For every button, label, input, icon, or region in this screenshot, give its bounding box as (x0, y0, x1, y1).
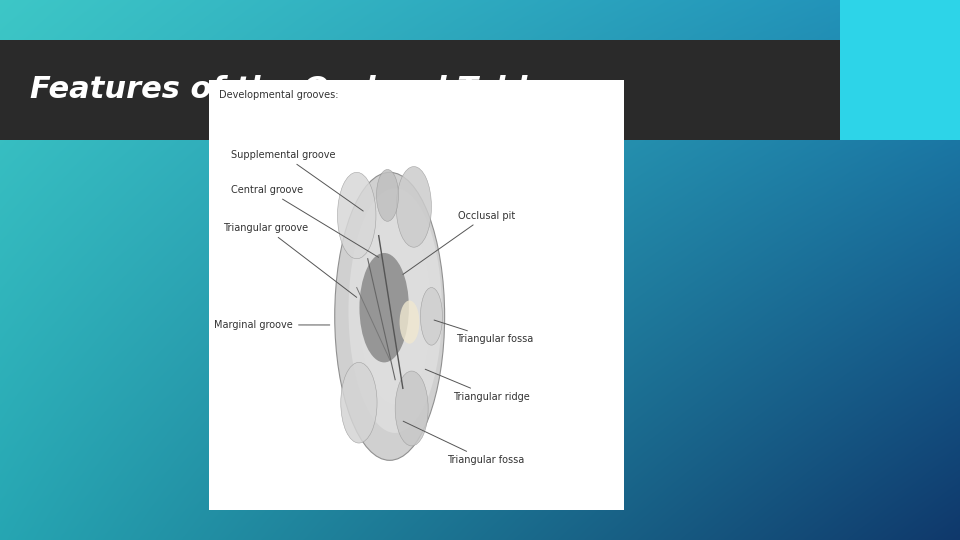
Text: Central groove: Central groove (231, 185, 378, 257)
Ellipse shape (341, 362, 377, 443)
Text: Triangular ridge: Triangular ridge (425, 369, 530, 402)
Text: Triangular fossa: Triangular fossa (403, 421, 524, 465)
Ellipse shape (335, 172, 444, 460)
Text: Triangular fossa: Triangular fossa (434, 320, 533, 345)
Bar (840, 0, 960, 140)
Ellipse shape (420, 287, 443, 345)
Text: Marginal groove: Marginal groove (214, 320, 329, 330)
Ellipse shape (399, 300, 420, 343)
Ellipse shape (348, 188, 442, 433)
Text: Features of the Occlusal Table: Features of the Occlusal Table (30, 76, 548, 104)
Ellipse shape (359, 217, 431, 404)
Text: Developmental grooves:: Developmental grooves: (219, 90, 339, 100)
Bar (0, 40, 840, 140)
Ellipse shape (338, 172, 376, 259)
Ellipse shape (396, 166, 431, 247)
Ellipse shape (376, 170, 398, 221)
Ellipse shape (396, 371, 428, 446)
Text: Supplemental groove: Supplemental groove (231, 150, 363, 211)
Text: Occlusal pit: Occlusal pit (403, 211, 516, 274)
Bar (209, 80, 624, 510)
Text: Triangular groove: Triangular groove (224, 223, 357, 298)
Ellipse shape (359, 253, 409, 362)
